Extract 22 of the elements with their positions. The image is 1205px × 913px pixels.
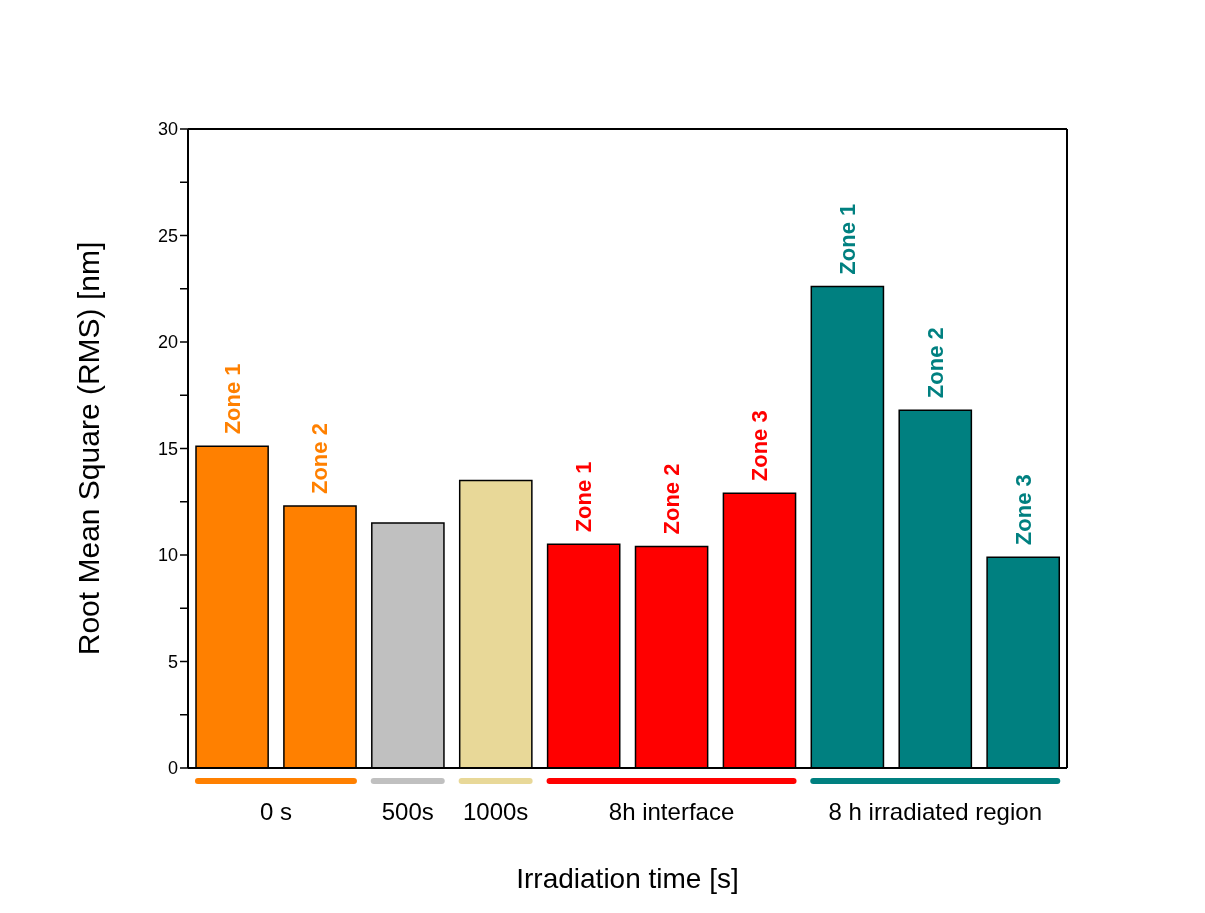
y-axis-title: Root Mean Square (RMS) [nm] (71, 241, 105, 656)
x-axis-title: Irradiation time [s] (516, 863, 739, 894)
y-tick-label: 25 (157, 225, 178, 246)
y-tick-label: 5 (167, 651, 178, 672)
text: 1000s (462, 798, 529, 825)
text: 500s (381, 798, 434, 825)
y-tick-label: 20 (157, 332, 178, 353)
text: 8 h irradiated region (828, 798, 1042, 825)
x-tick-label: Zone 2 (307, 423, 333, 495)
x-tick-label: Zone 3 (746, 410, 772, 482)
x-tick-label: Zone 2 (659, 463, 685, 535)
x-tick-label: Zone 1 (834, 203, 860, 275)
text: 0 s (259, 798, 292, 825)
text: 8h interface (608, 798, 735, 825)
x-tick-label: Zone 2 (922, 327, 948, 399)
y-tick-label: 10 (157, 545, 178, 566)
y-tick-label: 30 (157, 119, 178, 140)
y-tick-label: 15 (157, 438, 178, 459)
x-tick-label: Zone 1 (219, 363, 245, 435)
x-tick-label: Zone 1 (571, 461, 597, 533)
y-tick-label: 0 (167, 758, 178, 779)
x-tick-label: Zone 3 (1010, 474, 1036, 546)
